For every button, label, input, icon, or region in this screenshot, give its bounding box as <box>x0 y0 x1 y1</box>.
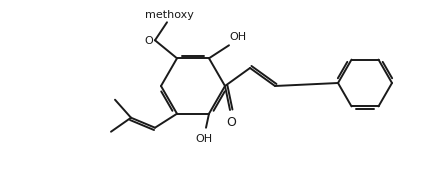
Text: OH: OH <box>195 134 213 144</box>
Text: OH: OH <box>230 32 246 42</box>
Text: methoxy: methoxy <box>145 10 193 20</box>
Text: O: O <box>145 36 153 46</box>
Text: O: O <box>226 116 236 128</box>
